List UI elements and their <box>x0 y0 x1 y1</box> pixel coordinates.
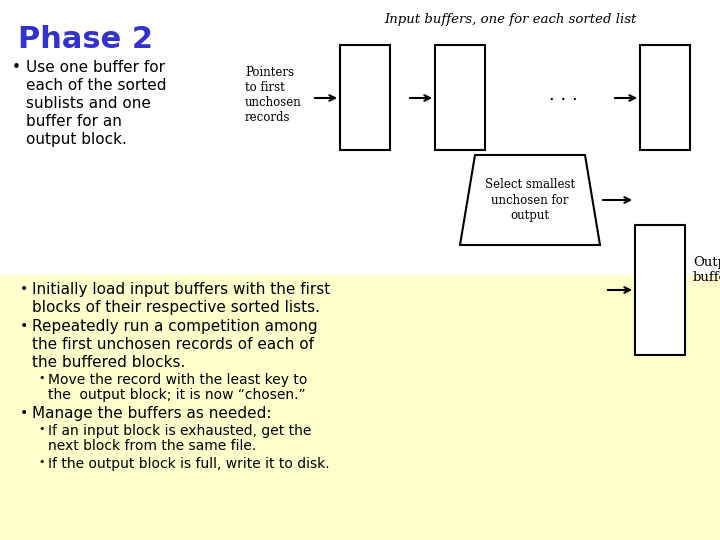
Text: If an input block is exhausted, get the: If an input block is exhausted, get the <box>48 424 311 438</box>
Bar <box>0 275 720 540</box>
Text: the buffered blocks.: the buffered blocks. <box>32 355 185 370</box>
Text: . . .: . . . <box>549 86 577 104</box>
Text: each of the sorted: each of the sorted <box>26 78 166 93</box>
Text: Repeatedly run a competition among: Repeatedly run a competition among <box>32 319 318 334</box>
Text: output block.: output block. <box>26 132 127 147</box>
Text: •: • <box>20 319 28 333</box>
Text: Pointers
to first
unchosen
records: Pointers to first unchosen records <box>245 66 302 124</box>
Bar <box>0 0 720 275</box>
Bar <box>435 45 485 150</box>
Text: Initially load input buffers with the first: Initially load input buffers with the fi… <box>32 282 330 297</box>
Text: •: • <box>38 424 45 434</box>
Text: the  output block; it is now “chosen.”: the output block; it is now “chosen.” <box>48 388 305 402</box>
Polygon shape <box>460 155 600 245</box>
Text: Select smallest
unchosen for
output: Select smallest unchosen for output <box>485 179 575 221</box>
Bar <box>340 45 390 150</box>
Bar <box>640 45 690 150</box>
Text: Move the record with the least key to: Move the record with the least key to <box>48 373 307 387</box>
Text: next block from the same file.: next block from the same file. <box>48 439 256 453</box>
Text: •: • <box>38 373 45 383</box>
Text: •: • <box>20 406 28 420</box>
Text: Input buffers, one for each sorted list: Input buffers, one for each sorted list <box>384 13 636 26</box>
Text: •: • <box>38 457 45 467</box>
Text: •: • <box>20 282 28 296</box>
Text: Use one buffer for: Use one buffer for <box>26 60 165 75</box>
Text: sublists and one: sublists and one <box>26 96 151 111</box>
Text: •: • <box>12 60 21 75</box>
Text: Output
buffer: Output buffer <box>693 256 720 284</box>
Text: the first unchosen records of each of: the first unchosen records of each of <box>32 337 314 352</box>
Text: Phase 2: Phase 2 <box>18 25 153 54</box>
Text: buffer for an: buffer for an <box>26 114 122 129</box>
Text: Manage the buffers as needed:: Manage the buffers as needed: <box>32 406 271 421</box>
Bar <box>635 225 685 355</box>
Text: If the output block is full, write it to disk.: If the output block is full, write it to… <box>48 457 330 471</box>
Text: blocks of their respective sorted lists.: blocks of their respective sorted lists. <box>32 300 320 315</box>
